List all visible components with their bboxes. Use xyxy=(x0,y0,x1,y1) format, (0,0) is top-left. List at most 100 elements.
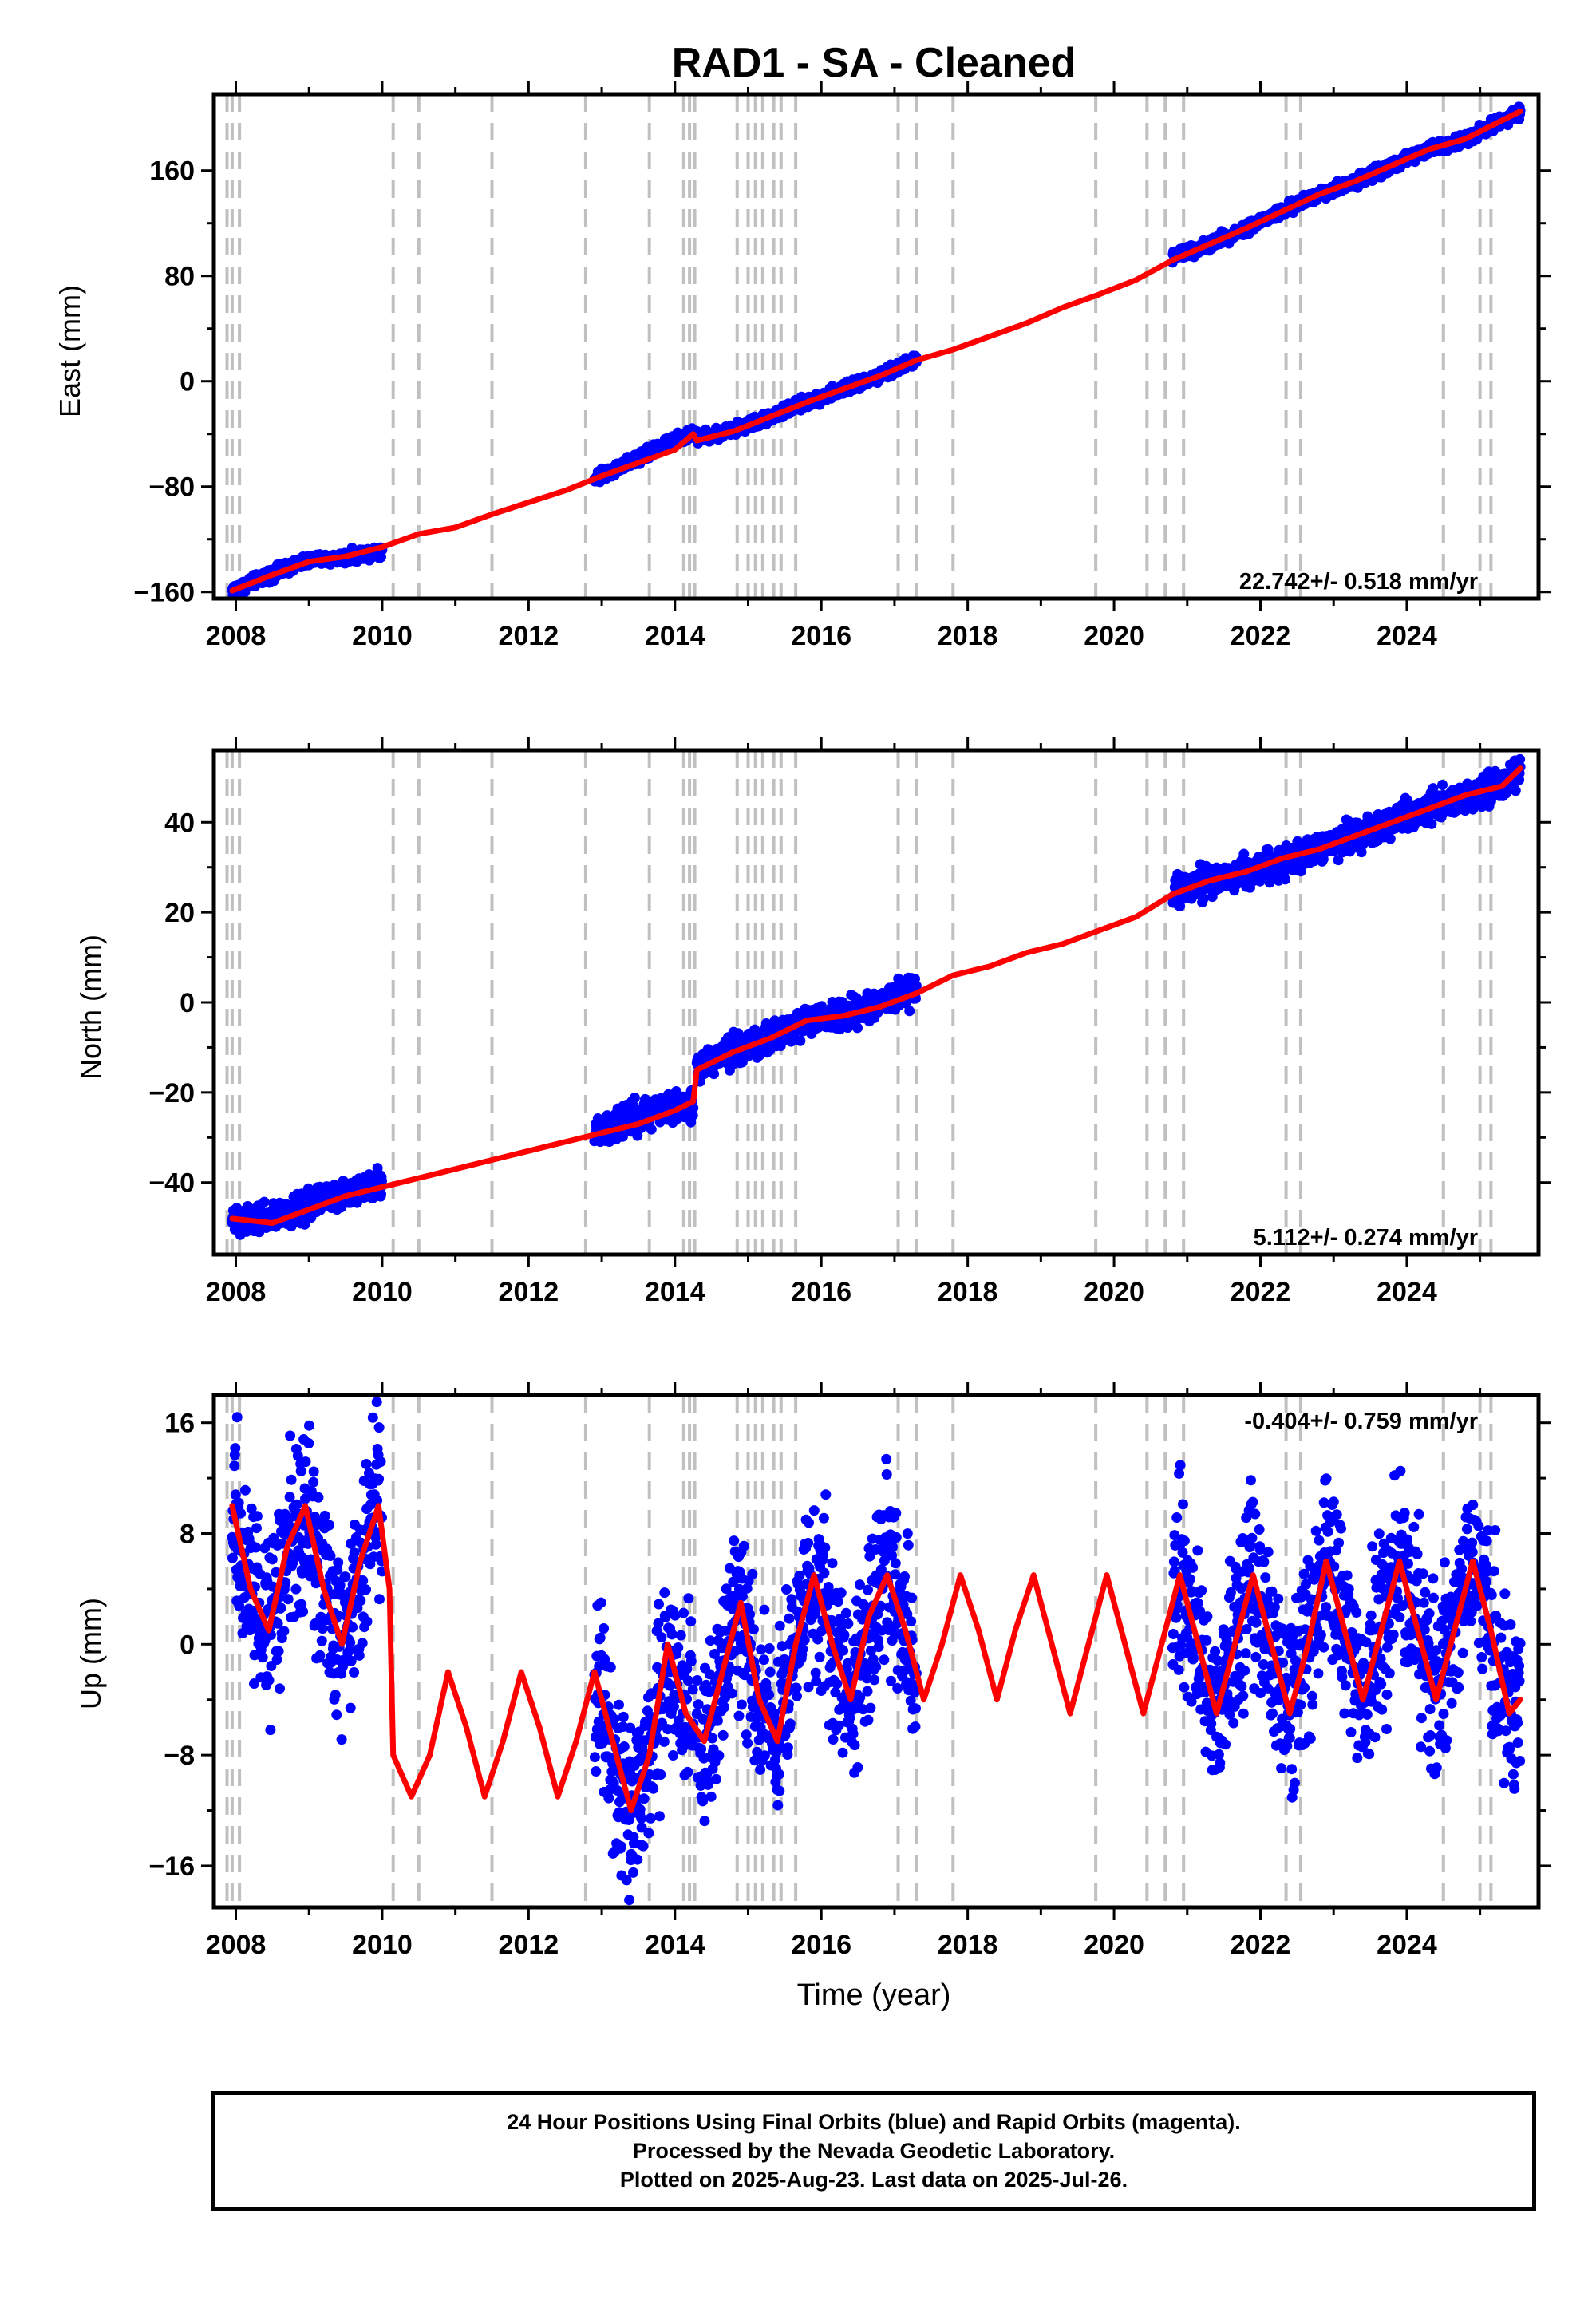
data-point xyxy=(292,1450,303,1461)
data-point xyxy=(623,1815,634,1825)
data-point xyxy=(617,1131,628,1142)
data-point xyxy=(358,1575,369,1586)
data-point xyxy=(251,1523,262,1534)
data-point xyxy=(324,1520,335,1531)
data-point xyxy=(285,1430,296,1441)
x-tick-label: 2020 xyxy=(1084,1277,1144,1307)
data-point xyxy=(354,1650,365,1661)
data-point xyxy=(246,1503,257,1514)
data-point xyxy=(286,1474,297,1485)
data-point xyxy=(595,1632,606,1643)
data-point xyxy=(1198,893,1209,904)
x-tick-label: 2008 xyxy=(206,1277,267,1307)
x-tick-label: 2020 xyxy=(1084,621,1144,651)
data-point xyxy=(251,1511,263,1522)
data-point xyxy=(249,1678,259,1689)
data-point xyxy=(375,1456,386,1468)
data-point xyxy=(267,1554,278,1565)
data-point xyxy=(1437,780,1448,790)
data-point xyxy=(904,1006,915,1017)
x-tick-label: 2008 xyxy=(206,621,267,651)
x-tick-label: 2024 xyxy=(1377,1277,1437,1307)
data-point xyxy=(265,1725,276,1736)
y-tick-label: −160 xyxy=(133,578,195,608)
data-point xyxy=(330,1690,341,1701)
east-points xyxy=(227,101,1526,599)
data-point xyxy=(1510,785,1521,796)
data-point xyxy=(376,1188,386,1199)
x-tick-label: 2018 xyxy=(938,1277,998,1307)
data-point xyxy=(361,1616,373,1627)
data-point xyxy=(1515,753,1526,765)
data-point xyxy=(367,1412,378,1423)
data-point xyxy=(280,1577,291,1588)
data-point xyxy=(591,1766,602,1777)
data-point xyxy=(355,1595,366,1607)
data-point xyxy=(349,1667,360,1678)
north-plot-area xyxy=(225,750,1526,1255)
data-point xyxy=(333,1557,344,1568)
data-point xyxy=(618,1741,630,1752)
data-point xyxy=(290,1583,302,1595)
y-tick-label: 80 xyxy=(164,262,195,292)
panel-east-plot: 2008 2010 2012 2014 2016 2018 2020 2022 2024−160… xyxy=(133,81,1551,651)
x-tick-label: 2014 xyxy=(645,621,705,651)
data-point xyxy=(308,1476,319,1488)
data-point xyxy=(628,1867,638,1878)
data-point xyxy=(347,1622,358,1633)
up-plot-area xyxy=(225,1395,1526,1907)
panel-north-plot: 2008 2010 2012 2014 2016 2018 2020 2022 2024−40−… xyxy=(148,737,1551,1307)
data-point xyxy=(361,1584,372,1595)
x-tick-label: 2010 xyxy=(352,621,413,651)
data-point xyxy=(1385,833,1396,844)
data-point xyxy=(638,1793,650,1804)
data-point xyxy=(239,1484,251,1496)
data-point xyxy=(319,1510,330,1521)
east-frame xyxy=(211,92,1541,601)
y-tick-label: 20 xyxy=(164,898,195,928)
data-point xyxy=(603,1792,614,1804)
y-tick-label: 160 xyxy=(149,156,195,187)
data-point xyxy=(595,1597,606,1608)
north-model-line xyxy=(229,765,1523,1226)
y-tick-label: −80 xyxy=(148,472,195,503)
data-point xyxy=(316,1635,327,1646)
data-point xyxy=(911,980,922,991)
data-point xyxy=(230,1489,241,1500)
data-point xyxy=(308,1466,319,1477)
data-point xyxy=(349,1547,360,1559)
data-point xyxy=(1175,901,1186,911)
data-point xyxy=(636,1822,647,1833)
data-point xyxy=(336,1734,347,1745)
data-point xyxy=(247,1605,259,1616)
data-point xyxy=(638,1840,649,1852)
data-point xyxy=(298,1606,309,1617)
data-point xyxy=(325,1551,336,1561)
x-tick-label: 2022 xyxy=(1231,621,1291,651)
data-point xyxy=(373,1473,385,1484)
data-point xyxy=(371,1397,382,1408)
data-point xyxy=(372,1495,383,1506)
panel-up-plot: 2008 2010 2012 2014 2016 2018 2020 2022 2024−16−… xyxy=(148,1382,1551,1960)
data-point xyxy=(629,1093,640,1103)
data-point xyxy=(1333,855,1344,866)
data-point xyxy=(709,1069,720,1080)
data-point xyxy=(625,1722,636,1733)
data-point xyxy=(303,1438,314,1448)
data-point xyxy=(251,1542,261,1553)
data-point xyxy=(615,1841,626,1852)
data-point xyxy=(295,1466,306,1476)
data-point xyxy=(273,1646,284,1657)
data-point xyxy=(605,1662,616,1673)
data-point xyxy=(357,1638,368,1649)
data-point xyxy=(291,1499,302,1510)
data-point xyxy=(1280,874,1290,885)
data-point xyxy=(227,1552,238,1563)
data-point xyxy=(1238,848,1250,860)
y-tick-label: 0 xyxy=(180,988,195,1018)
data-point xyxy=(618,1711,629,1722)
data-point xyxy=(233,1497,244,1508)
data-point xyxy=(361,1459,372,1469)
data-point xyxy=(235,1508,247,1519)
east-model-line xyxy=(229,109,1523,594)
